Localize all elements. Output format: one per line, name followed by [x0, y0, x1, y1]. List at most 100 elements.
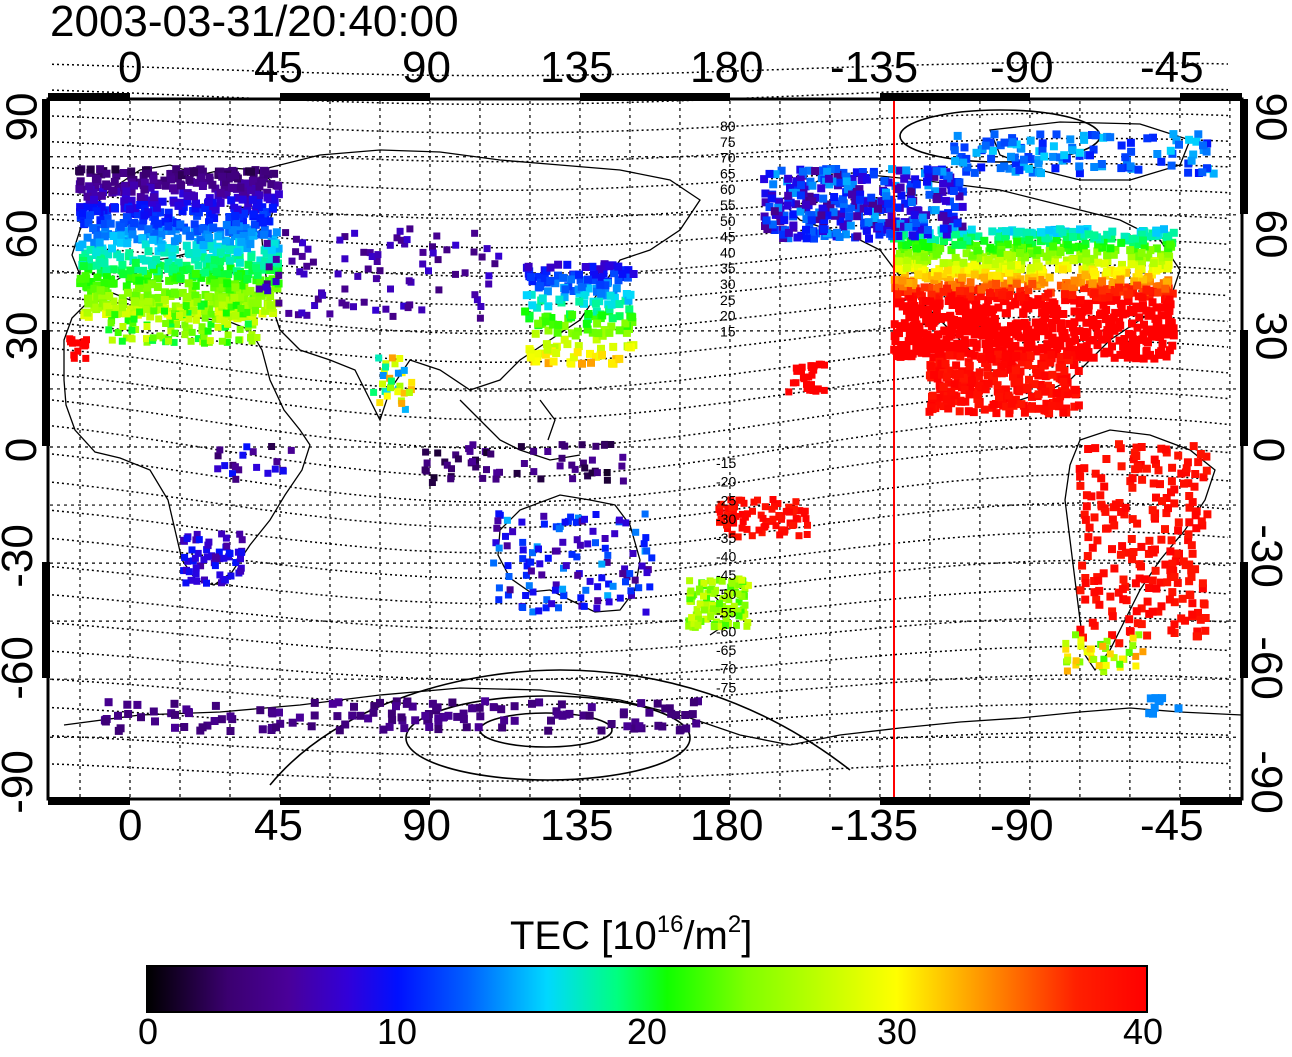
- tec-pixel: [1068, 283, 1077, 292]
- tec-pixel: [907, 323, 916, 332]
- tec-pixel: [1007, 347, 1016, 356]
- tec-pixel: [829, 208, 838, 217]
- tec-pixel: [580, 299, 588, 308]
- tec-pixel: [807, 211, 816, 220]
- tec-pixel: [505, 573, 513, 580]
- tec-pixel: [198, 224, 207, 233]
- tec-pixel: [1100, 309, 1109, 318]
- tec-pixel: [593, 319, 602, 328]
- tec-pixel: [688, 710, 697, 719]
- tec-pixel: [544, 554, 552, 562]
- tec-pixel: [181, 331, 189, 339]
- tec-pixel: [775, 198, 784, 207]
- contour-label: -75: [716, 679, 736, 695]
- tec-pixel: [370, 388, 378, 396]
- tec-pixel: [179, 266, 188, 275]
- tec-pixel: [519, 555, 527, 563]
- tec-pixel: [171, 329, 179, 337]
- tec-pixel: [730, 519, 738, 527]
- tec-pixel: [497, 705, 506, 714]
- tec-pixel: [1057, 319, 1066, 328]
- tec-pixel: [210, 283, 219, 292]
- tec-pixel: [1108, 227, 1117, 236]
- tec-pixel: [194, 261, 203, 270]
- tec-pixel: [629, 270, 638, 278]
- tec-pixel: [108, 336, 116, 344]
- tec-pixel: [1070, 328, 1079, 337]
- tec-pixel: [112, 304, 121, 313]
- tec-pixel: [1090, 163, 1099, 171]
- tec-pixel: [1115, 639, 1124, 648]
- tec-pixel: [574, 571, 582, 579]
- tec-pixel: [1112, 296, 1121, 305]
- tec-pixel: [526, 353, 535, 362]
- colorbar-tick-40: 40: [1122, 1011, 1164, 1052]
- tec-pixel: [969, 323, 978, 332]
- tec-pixel: [1145, 536, 1154, 545]
- tec-pixel: [534, 319, 543, 328]
- tec-pixel: [1139, 275, 1148, 284]
- tec-pixel: [93, 273, 102, 282]
- tec-pixel: [1045, 226, 1054, 235]
- tec-pixel: [1036, 275, 1045, 284]
- tec-pixel: [1167, 161, 1176, 170]
- tec-pixel: [614, 276, 623, 285]
- tec-pixel: [739, 518, 747, 526]
- tec-pixel: [728, 513, 736, 521]
- tec-pixel: [118, 260, 127, 269]
- tec-pixel: [726, 590, 734, 598]
- tec-pixel: [1040, 278, 1049, 287]
- tec-pixel: [744, 581, 752, 589]
- tec-pixel: [1132, 234, 1141, 243]
- tec-pixel: [198, 723, 207, 732]
- tec-pixel: [109, 297, 118, 306]
- tec-pixel: [196, 165, 205, 174]
- tec-pixel: [1161, 445, 1170, 454]
- tec-pixel: [711, 589, 719, 597]
- tec-pixel: [988, 146, 997, 155]
- tec-pixel: [694, 610, 702, 618]
- tec-pixel: [246, 240, 255, 249]
- tec-pixel: [848, 190, 856, 199]
- tec-pixel: [682, 724, 691, 733]
- tec-pixel: [968, 316, 977, 325]
- tec-pixel: [100, 220, 109, 228]
- tec-pixel: [594, 583, 602, 591]
- tec-pixel: [1088, 279, 1097, 288]
- tec-pixel: [1075, 162, 1084, 171]
- tec-pixel: [571, 465, 579, 473]
- bottom-lon-tick-m45: -45: [1140, 801, 1204, 850]
- tec-pixel: [165, 276, 174, 285]
- tec-pixel: [96, 268, 105, 277]
- colorbar-label-prefix: TEC [10: [510, 914, 657, 958]
- tec-pixel: [980, 273, 989, 282]
- tec-pixel: [1066, 135, 1075, 144]
- tec-pixel: [734, 590, 742, 598]
- tec-pixel: [122, 187, 131, 196]
- tec-pixel: [898, 302, 907, 311]
- tec-pixel: [131, 204, 140, 213]
- tec-pixel: [962, 249, 971, 258]
- tec-pixel: [527, 567, 535, 575]
- tec-pixel: [490, 559, 498, 567]
- tec-pixel: [966, 382, 975, 391]
- tec-pixel: [253, 270, 262, 279]
- tec-pixel: [555, 604, 562, 612]
- tec-pixel: [542, 278, 551, 287]
- tec-pixel: [619, 453, 627, 461]
- tec-pixel: [481, 697, 490, 706]
- tec-pixel: [190, 168, 198, 177]
- tec-pixel: [694, 697, 702, 706]
- tec-pixel: [1048, 333, 1057, 342]
- tec-pixel: [1162, 278, 1171, 287]
- tec-pixel: [989, 400, 998, 409]
- tec-pixel: [144, 297, 153, 306]
- tec-pixel: [1052, 130, 1061, 139]
- tec-pixel: [1080, 135, 1089, 144]
- tec-pixel: [625, 305, 634, 314]
- tec-pixel: [832, 165, 841, 173]
- tec-pixel: [629, 550, 637, 557]
- tec-pixel: [983, 371, 992, 380]
- tec-pixel: [253, 300, 262, 308]
- tec-pixel: [1129, 642, 1137, 650]
